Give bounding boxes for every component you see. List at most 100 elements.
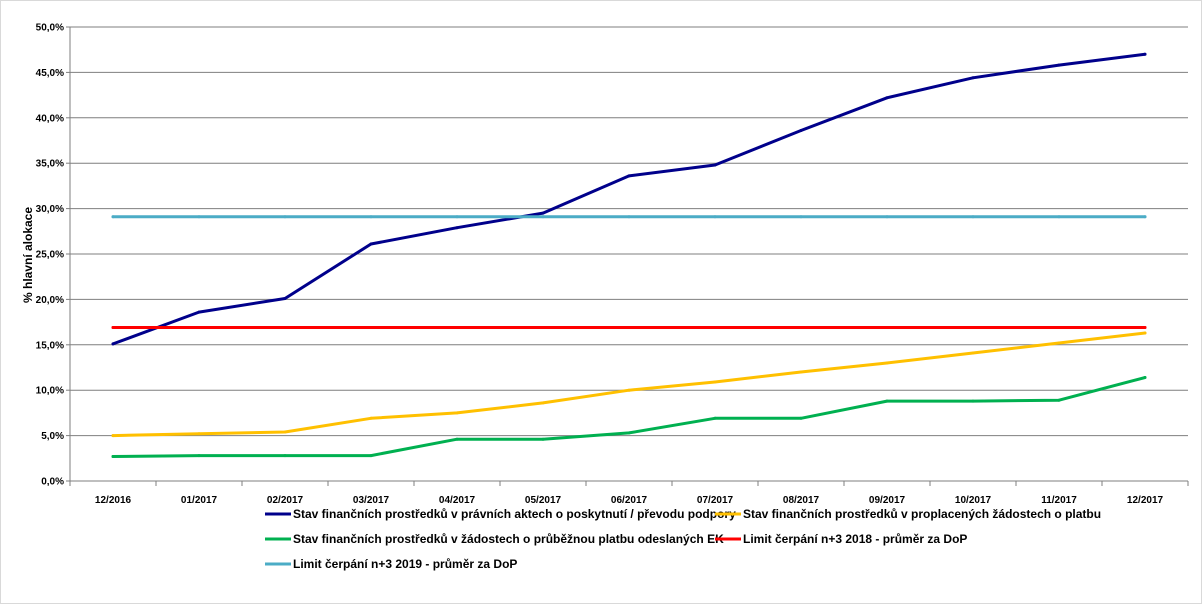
y-axis-title: % hlavní alokace bbox=[21, 207, 35, 303]
y-tick-label: 20,0% bbox=[36, 295, 64, 306]
x-tick-label: 08/2017 bbox=[783, 495, 820, 506]
series-1-point bbox=[197, 310, 201, 314]
series-2-point bbox=[541, 401, 545, 405]
series-4-point bbox=[283, 326, 287, 329]
series-5-point bbox=[885, 215, 889, 219]
series-1-point bbox=[541, 211, 545, 215]
series-4-point bbox=[713, 326, 717, 329]
series-5-point bbox=[283, 215, 287, 219]
x-tick-label: 12/2016 bbox=[95, 495, 132, 506]
series-1-point bbox=[1143, 52, 1147, 56]
y-tick-label: 5,0% bbox=[41, 431, 64, 442]
series-3-point bbox=[111, 455, 115, 458]
series-1-point bbox=[971, 76, 975, 80]
series-2-point bbox=[455, 411, 459, 415]
series-2-point bbox=[627, 388, 631, 392]
series-3-point bbox=[1143, 376, 1147, 379]
series-4-point bbox=[1143, 326, 1147, 329]
series-1-point bbox=[369, 242, 373, 246]
x-tick-label: 05/2017 bbox=[525, 495, 562, 506]
legend: Stav finančních prostředků v právních ak… bbox=[265, 507, 1101, 571]
series-2-point bbox=[713, 380, 717, 384]
series-5-point bbox=[799, 215, 803, 219]
series-1-point bbox=[799, 129, 803, 132]
legend-item: Stav finančních prostředků v právních ak… bbox=[265, 507, 736, 521]
series-2-point bbox=[1057, 341, 1061, 345]
y-tick-label: 15,0% bbox=[36, 340, 64, 351]
series-2-point bbox=[885, 361, 889, 365]
series-4-point bbox=[541, 326, 545, 329]
x-tick-label: 03/2017 bbox=[353, 495, 390, 506]
x-tick-label: 02/2017 bbox=[267, 495, 304, 506]
series-4-point bbox=[627, 326, 631, 329]
x-tick-label: 04/2017 bbox=[439, 495, 476, 506]
series-2-point bbox=[283, 430, 287, 434]
x-tick-label: 01/2017 bbox=[181, 495, 218, 506]
legend-item: Stav finančních prostředků v proplacenýc… bbox=[715, 507, 1101, 521]
series-3-point bbox=[713, 416, 717, 420]
series-1-point bbox=[885, 96, 889, 100]
series-4-point bbox=[799, 326, 803, 329]
legend-label: Stav finančních prostředků v proplacenýc… bbox=[743, 507, 1101, 521]
legend-label: Limit čerpání n+3 2018 - průměr za DoP bbox=[743, 532, 967, 546]
legend-item: Stav finančních prostředků v žádostech o… bbox=[265, 532, 724, 546]
series-2-point bbox=[369, 416, 373, 420]
legend-label: Stav finančních prostředků v žádostech o… bbox=[293, 532, 724, 546]
series-1-point bbox=[111, 342, 115, 346]
y-tick-label: 25,0% bbox=[36, 250, 64, 261]
series-5-point bbox=[197, 215, 201, 219]
legend-item: Limit čerpání n+3 2018 - průměr za DoP bbox=[715, 532, 967, 546]
series-3-point bbox=[455, 437, 459, 441]
series-5-point bbox=[111, 215, 115, 219]
y-tick-label: 30,0% bbox=[36, 204, 64, 215]
series-3-point bbox=[541, 437, 545, 441]
x-tick-label: 07/2017 bbox=[697, 495, 734, 506]
series-4-point bbox=[1057, 326, 1061, 329]
series-3-point bbox=[197, 454, 201, 458]
series-5-point bbox=[541, 215, 545, 219]
x-tick-label: 11/2017 bbox=[1041, 495, 1077, 506]
axes: 0,0% 5,0% 10,0% 15,0% 20,0% 25,0% 30,0% 35,0% 40… bbox=[36, 23, 1189, 506]
x-tick-label: 12/2017 bbox=[1127, 495, 1164, 506]
series-3-point bbox=[799, 416, 803, 420]
series-4-point bbox=[197, 326, 201, 329]
series-3-point bbox=[369, 454, 373, 458]
series-2-point bbox=[799, 370, 803, 374]
series-5-point bbox=[713, 215, 717, 219]
series-4-point bbox=[971, 326, 975, 329]
series-1-point bbox=[455, 226, 459, 230]
legend-item: Limit čerpání n+3 2019 - průměr za DoP bbox=[265, 557, 517, 571]
y-tick-label: 50,0% bbox=[36, 23, 64, 34]
series-1-point bbox=[627, 174, 631, 178]
series-4-point bbox=[369, 326, 373, 329]
series-5-point bbox=[369, 215, 373, 219]
series-2-point bbox=[197, 432, 201, 436]
series-4-point bbox=[111, 326, 115, 329]
gridlines bbox=[70, 26, 1188, 482]
y-tick-label: 0,0% bbox=[41, 477, 64, 488]
y-tick-label: 40,0% bbox=[36, 113, 64, 124]
series-3-point bbox=[1057, 398, 1061, 402]
series-line-2 bbox=[111, 331, 1147, 438]
legend-label: Limit čerpání n+3 2019 - průměr za DoP bbox=[293, 557, 517, 571]
series-lines bbox=[111, 52, 1147, 458]
series-4-point bbox=[885, 326, 889, 329]
x-tick-label: 10/2017 bbox=[955, 495, 992, 506]
x-tick-label: 06/2017 bbox=[611, 495, 648, 506]
series-5-point bbox=[1057, 215, 1061, 219]
series-3-point bbox=[885, 399, 889, 403]
y-tick-label: 45,0% bbox=[36, 68, 64, 79]
series-2-point bbox=[971, 351, 975, 355]
series-5-point bbox=[627, 215, 631, 219]
series-2-point bbox=[111, 434, 115, 438]
series-1-point bbox=[713, 163, 717, 167]
series-1-point bbox=[283, 297, 287, 300]
series-5-point bbox=[455, 215, 459, 219]
series-4-point bbox=[455, 326, 459, 329]
series-2-point bbox=[1143, 331, 1147, 335]
series-3-point bbox=[283, 454, 287, 458]
series-3-point bbox=[971, 399, 975, 403]
series-5-point bbox=[1143, 215, 1147, 219]
